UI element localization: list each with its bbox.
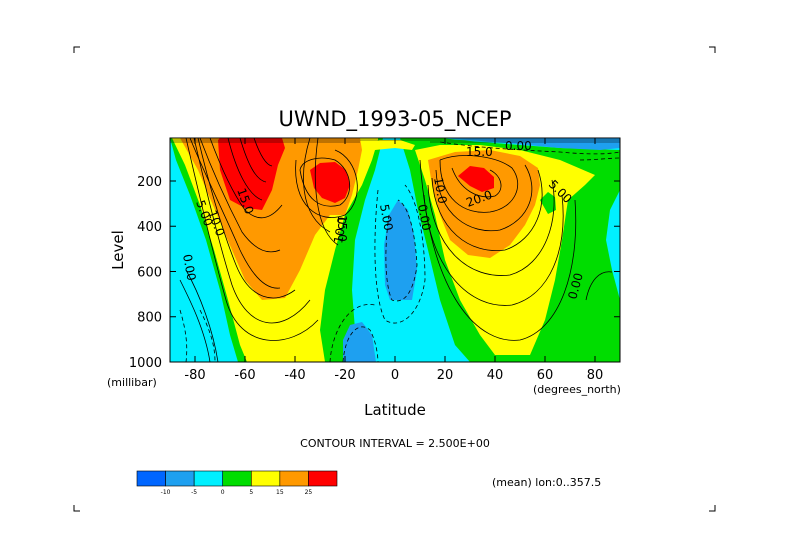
- x-tick-label: -20: [334, 368, 355, 383]
- colorbar-tick-label: 25: [305, 489, 313, 496]
- x-axis-units: (degrees_north): [533, 383, 621, 396]
- contour-lines-dashed: [179, 141, 620, 362]
- colorbar-tick-label: 5: [249, 489, 253, 496]
- contour-label: 10.0: [431, 176, 449, 205]
- x-axis: -80 -60 -40 -20 0 20 40 60 80: [184, 138, 603, 383]
- contour-label: 15.0: [335, 215, 349, 242]
- y-axis: 200 400 600 800 1000: [129, 175, 620, 371]
- colorbar: -10 -5 0 5 15 25: [136, 470, 338, 496]
- colorbar-swatch: [279, 470, 309, 487]
- region-yellow-equator: [365, 140, 415, 150]
- colorbar-swatch: [193, 470, 224, 487]
- contour-lines-solid: [179, 138, 613, 362]
- colorbar-tick-label: 15: [276, 489, 284, 496]
- x-tick-label: 40: [487, 368, 504, 383]
- colorbar-swatch: [308, 470, 338, 487]
- region-blue-surface: [343, 322, 376, 362]
- region-red-north-jet: [458, 166, 494, 192]
- contour-label: 0.00: [505, 139, 532, 153]
- x-tick-label: 20: [437, 368, 454, 383]
- x-tick-label: -40: [284, 368, 305, 383]
- x-tick-label: 0: [391, 368, 399, 383]
- contour-field: [170, 138, 620, 362]
- x-axis-title: Latitude: [364, 401, 426, 419]
- contour-label: 5.00: [377, 203, 395, 232]
- region-blue-equator: [384, 200, 417, 300]
- y-tick-label: 600: [137, 265, 162, 280]
- contour-label: 0.00: [565, 271, 585, 300]
- contour-label: 0.00: [180, 253, 198, 282]
- colorbar-tick-label: -5: [191, 489, 197, 496]
- contour-label: 0.00: [415, 203, 433, 232]
- y-axis-title: Level: [109, 230, 127, 270]
- x-tick-label: -60: [234, 368, 255, 383]
- region-red-subtropical-jet: [310, 162, 350, 203]
- contour-label: 15.0: [466, 145, 493, 159]
- region-red-south-jet: [218, 138, 285, 210]
- crop-marks: [73, 46, 716, 512]
- region-green-patch-60N: [540, 192, 556, 214]
- x-tick-label: 60: [537, 368, 554, 383]
- chart-title: UWND_1993-05_NCEP: [278, 107, 511, 132]
- y-tick-label: 400: [137, 220, 162, 235]
- colorbar-swatch: [136, 470, 166, 487]
- colorbar-swatch: [250, 470, 281, 487]
- region-blue-top: [440, 138, 620, 150]
- y-tick-label: 200: [137, 175, 162, 190]
- contour-label: 10.0: [331, 216, 349, 245]
- y-axis-units: (millibar): [107, 376, 157, 389]
- colorbar-tick-label: 0: [221, 489, 225, 496]
- x-tick-label: 80: [587, 368, 604, 383]
- chart-subtitle: (mean) lon:0..357.5: [492, 476, 601, 489]
- colorbar-tick-label: -10: [161, 489, 171, 496]
- colorbar-swatch: [165, 470, 195, 487]
- y-tick-label: 800: [137, 311, 162, 326]
- y-tick-label: 1000: [129, 356, 162, 371]
- colorbar-swatch: [222, 470, 252, 487]
- x-tick-label: -80: [184, 368, 205, 383]
- contour-interval-text: CONTOUR INTERVAL = 2.500E+00: [300, 437, 490, 450]
